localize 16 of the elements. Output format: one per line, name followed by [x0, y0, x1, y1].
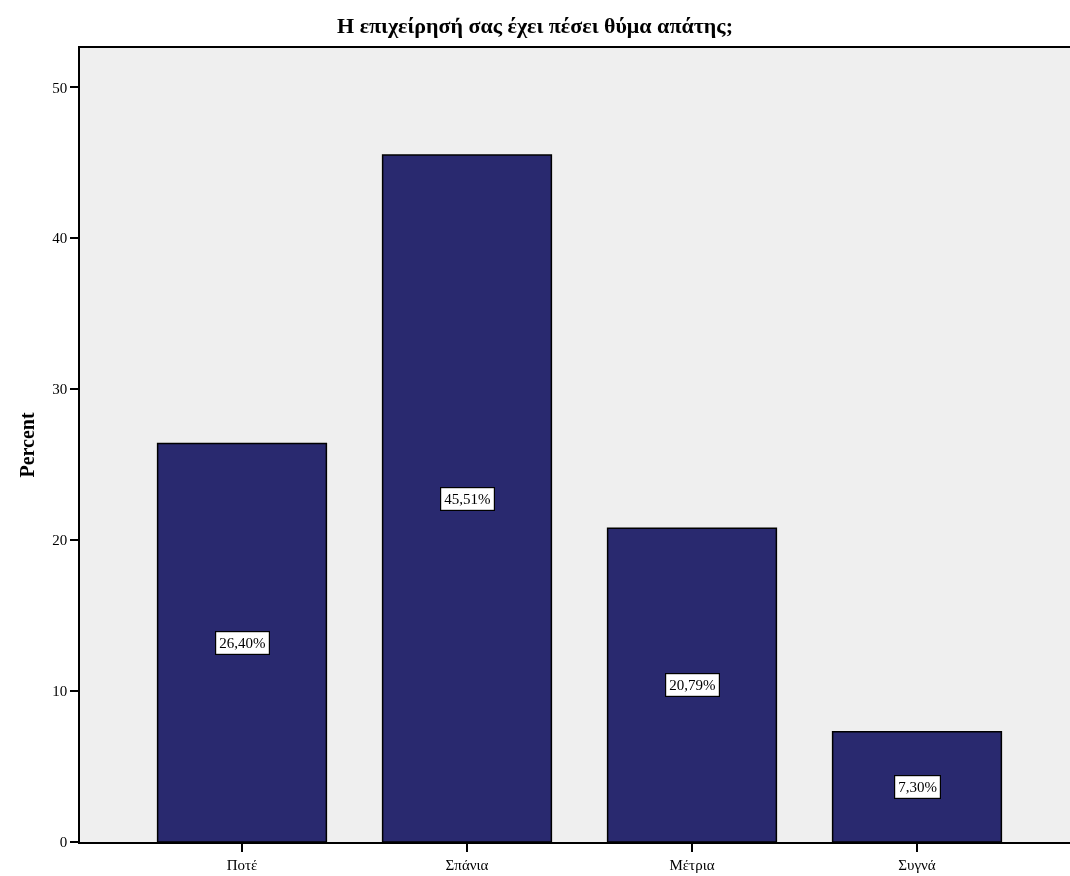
data-label: 45,51%: [444, 491, 491, 508]
y-tick-label: 20: [52, 532, 68, 549]
y-axis-title: Percent: [16, 412, 39, 478]
x-tick-label: Συγνά: [898, 856, 936, 873]
chart-title: Η επιχείρησή σας έχει πέσει θύμα απάτης;: [337, 12, 733, 38]
y-tick-label: 50: [52, 79, 68, 96]
x-tick-label: Ποτέ: [226, 856, 258, 873]
data-label: 20,79%: [669, 677, 716, 694]
data-label: 26,40%: [219, 635, 266, 652]
y-tick-label: 0: [59, 834, 68, 851]
y-tick-label: 40: [52, 230, 68, 247]
data-label: 7,30%: [898, 779, 937, 796]
y-tick-label: 10: [52, 683, 68, 700]
x-tick-label: Μέτρια: [669, 856, 715, 873]
y-tick-label: 30: [52, 381, 68, 398]
x-tick-label: Σπάνια: [445, 856, 489, 873]
